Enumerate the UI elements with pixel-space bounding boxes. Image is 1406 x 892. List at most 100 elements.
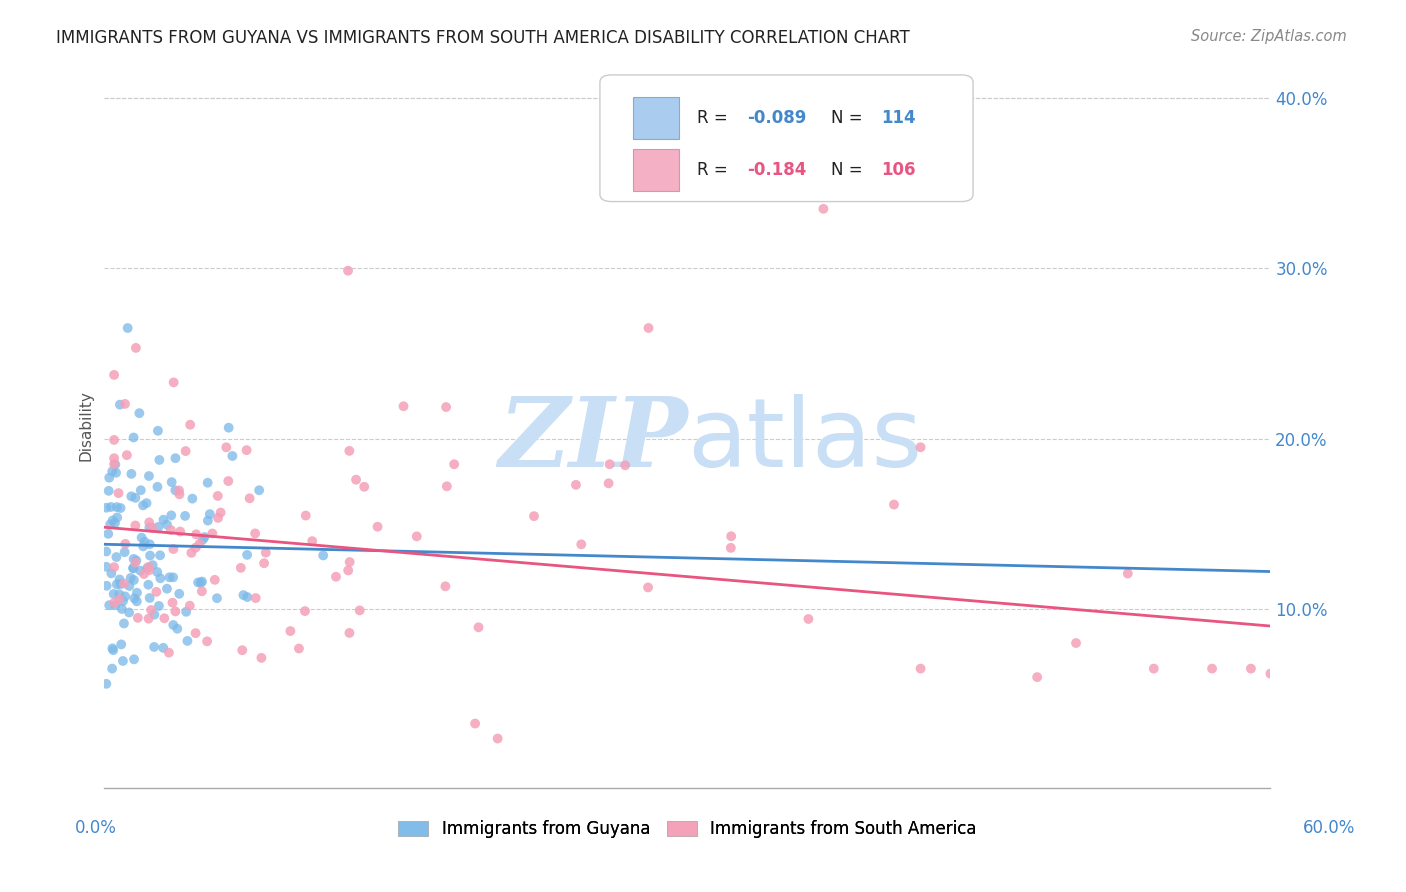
- Point: [181, 491, 204, 506]
- Point: [138, 563, 160, 577]
- Point: [105, 466, 128, 480]
- Text: 106: 106: [882, 161, 915, 178]
- Point: [122, 561, 145, 575]
- Point: [637, 581, 659, 595]
- Point: [138, 516, 160, 530]
- Point: [103, 433, 125, 447]
- Point: [232, 588, 254, 602]
- Point: [187, 575, 209, 590]
- Point: [337, 563, 360, 577]
- Point: [174, 605, 197, 619]
- Point: [229, 561, 252, 575]
- Point: [1064, 636, 1087, 650]
- Point: [138, 537, 160, 551]
- Point: [191, 533, 214, 547]
- Point: [193, 530, 215, 544]
- Point: [166, 622, 188, 636]
- Point: [1240, 662, 1263, 676]
- Point: [103, 587, 125, 601]
- Text: N =: N =: [831, 161, 868, 178]
- Point: [138, 591, 160, 605]
- Point: [122, 573, 145, 587]
- Point: [103, 596, 125, 610]
- Point: [813, 202, 835, 216]
- Point: [392, 399, 415, 413]
- Point: [108, 587, 131, 601]
- Point: [143, 607, 166, 622]
- Point: [339, 626, 361, 640]
- Point: [139, 603, 162, 617]
- Point: [120, 489, 142, 503]
- Point: [169, 524, 191, 539]
- Point: [434, 400, 457, 414]
- Text: 0.0%: 0.0%: [75, 819, 117, 837]
- Point: [565, 478, 588, 492]
- Point: [218, 420, 240, 434]
- Point: [124, 556, 146, 570]
- Point: [110, 637, 132, 651]
- Point: [114, 537, 136, 551]
- Point: [104, 516, 127, 530]
- Text: -0.089: -0.089: [747, 109, 806, 127]
- Point: [138, 469, 160, 483]
- Point: [122, 652, 145, 666]
- Point: [162, 541, 184, 556]
- Point: [101, 641, 124, 656]
- Point: [243, 526, 266, 541]
- Point: [294, 604, 316, 618]
- Point: [165, 483, 187, 498]
- Point: [184, 541, 207, 555]
- Point: [160, 508, 183, 523]
- Y-axis label: Disability: Disability: [79, 391, 93, 461]
- Point: [301, 534, 323, 549]
- Point: [162, 570, 184, 584]
- Point: [132, 540, 155, 554]
- Point: [125, 341, 148, 355]
- Point: [138, 612, 160, 626]
- Point: [103, 451, 125, 466]
- Point: [337, 263, 360, 277]
- Point: [118, 606, 141, 620]
- Point: [235, 443, 257, 458]
- FancyBboxPatch shape: [633, 97, 679, 139]
- Point: [720, 541, 742, 555]
- Point: [236, 590, 259, 604]
- Point: [139, 549, 162, 563]
- Point: [160, 523, 183, 537]
- FancyBboxPatch shape: [633, 149, 679, 191]
- Point: [1026, 670, 1049, 684]
- Point: [96, 579, 118, 593]
- Point: [209, 506, 232, 520]
- Point: [1260, 666, 1282, 681]
- Point: [599, 457, 621, 471]
- Point: [146, 480, 169, 494]
- Point: [97, 526, 120, 541]
- Point: [443, 457, 465, 471]
- Point: [110, 577, 132, 591]
- Point: [114, 397, 136, 411]
- Point: [152, 513, 174, 527]
- Point: [105, 577, 128, 591]
- Point: [312, 549, 335, 563]
- Point: [176, 634, 198, 648]
- Point: [167, 587, 190, 601]
- Text: ZIP: ZIP: [498, 393, 688, 487]
- Text: 114: 114: [882, 109, 915, 127]
- Point: [247, 483, 270, 498]
- Point: [157, 646, 180, 660]
- Point: [148, 453, 170, 467]
- Point: [124, 518, 146, 533]
- Point: [367, 519, 389, 533]
- Point: [163, 376, 186, 390]
- Point: [239, 491, 262, 506]
- Point: [143, 640, 166, 654]
- Point: [98, 471, 121, 485]
- Point: [124, 491, 146, 505]
- Point: [353, 480, 375, 494]
- Point: [129, 483, 152, 498]
- Point: [97, 483, 120, 498]
- Point: [98, 598, 121, 612]
- FancyBboxPatch shape: [600, 75, 973, 202]
- Point: [104, 458, 127, 472]
- Point: [112, 576, 135, 591]
